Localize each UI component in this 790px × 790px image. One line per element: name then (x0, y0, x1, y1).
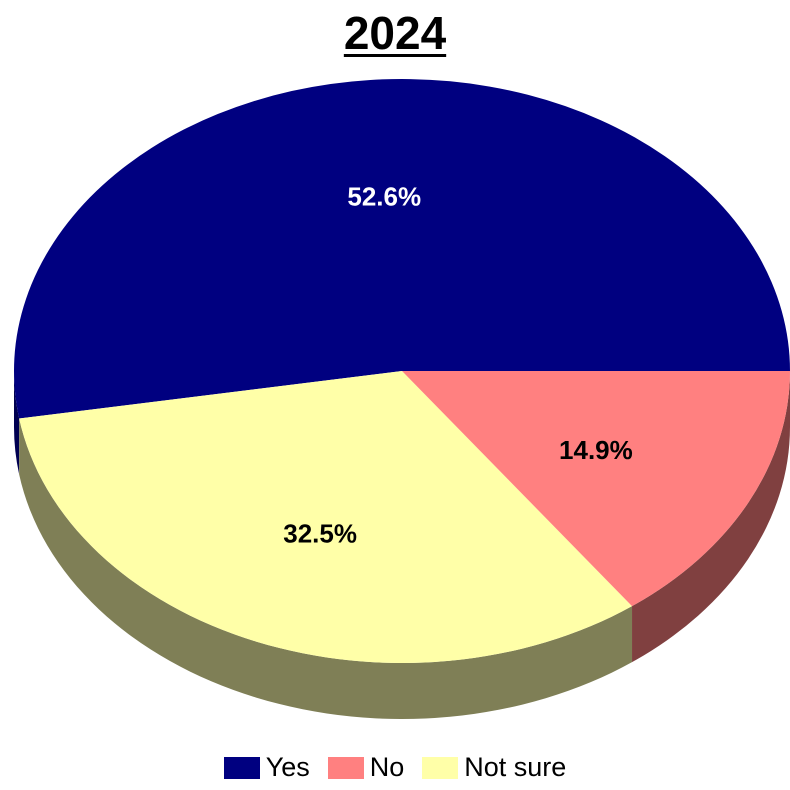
legend-label-no: No (369, 752, 405, 782)
pie-slice-yes (14, 79, 790, 419)
pie-side-not-sure (19, 418, 633, 719)
legend-label-not-sure: Not sure (464, 752, 567, 782)
legend-item-no: No (327, 752, 405, 783)
legend-swatch-not-sure (422, 756, 459, 779)
chart-title: 2024 (343, 7, 447, 59)
pie-label-no: 14.9% (559, 435, 633, 465)
legend-item-not-sure: Not sure (422, 752, 566, 783)
pie-side-yes (14, 371, 20, 475)
legend: Yes No Not sure (0, 752, 790, 783)
pie-label-not-sure: 32.5% (283, 518, 357, 548)
legend-swatch-no (327, 756, 364, 779)
pie-side-no (632, 371, 790, 663)
pie-slice-no (402, 371, 790, 607)
legend-item-yes: Yes (223, 752, 310, 783)
pie-slice-not-sure (19, 371, 633, 663)
legend-swatch-yes (223, 756, 260, 779)
legend-label-yes: Yes (265, 752, 310, 782)
pie-label-yes: 52.6% (347, 181, 421, 211)
